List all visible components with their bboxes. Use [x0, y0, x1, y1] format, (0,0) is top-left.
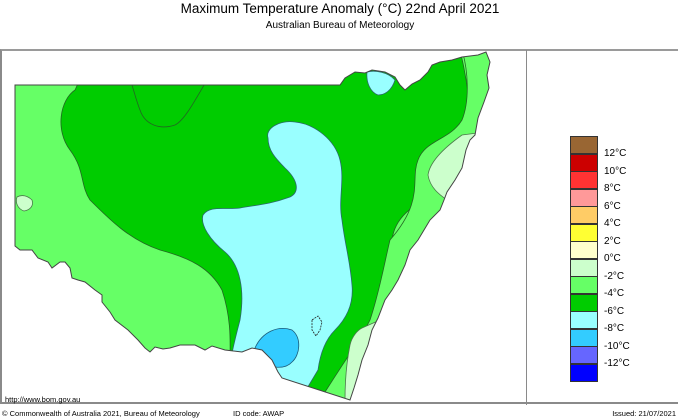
legend-label: 6°C [604, 201, 621, 212]
legend-label: 2°C [604, 236, 621, 247]
id-code: ID code: AWAP [233, 409, 285, 418]
copyright-text: © Commonwealth of Australia 2021, Bureau… [2, 409, 200, 418]
legend-label: -4°C [604, 288, 625, 299]
legend-swatch [570, 311, 598, 329]
legend-swatch [570, 153, 598, 172]
legend-label: -2°C [604, 271, 625, 282]
legend-label: -12°C [604, 358, 630, 369]
map-subtitle: Australian Bureau of Meteorology [265, 20, 415, 31]
legend-swatch [570, 293, 598, 312]
legend-swatch [570, 136, 598, 154]
bom-url: http://www.bom.gov.au [5, 395, 81, 404]
legend-swatch [570, 328, 598, 347]
legend-swatch [570, 206, 598, 224]
legend-swatch [570, 223, 598, 242]
issued-date: Issued: 21/07/2021 [612, 409, 676, 418]
legend-swatch [570, 241, 598, 259]
legend-label: 0°C [604, 253, 621, 264]
legend-label: 10°C [604, 166, 627, 177]
legend-divider [526, 50, 527, 405]
legend-swatch [570, 188, 598, 207]
map-frame [0, 49, 678, 404]
legend-swatch [570, 276, 598, 294]
legend-swatch [570, 346, 598, 364]
legend-swatch [570, 363, 598, 382]
map-title: Maximum Temperature Anomaly (°C) 22nd Ap… [180, 1, 500, 16]
legend-swatch [570, 171, 598, 189]
legend-label: 8°C [604, 183, 621, 194]
legend-label: 4°C [604, 218, 621, 229]
legend-label: 12°C [604, 148, 627, 159]
legend-label: -10°C [604, 341, 630, 352]
legend-swatch [570, 258, 598, 277]
legend-label: -8°C [604, 323, 625, 334]
legend-label: -6°C [604, 306, 625, 317]
